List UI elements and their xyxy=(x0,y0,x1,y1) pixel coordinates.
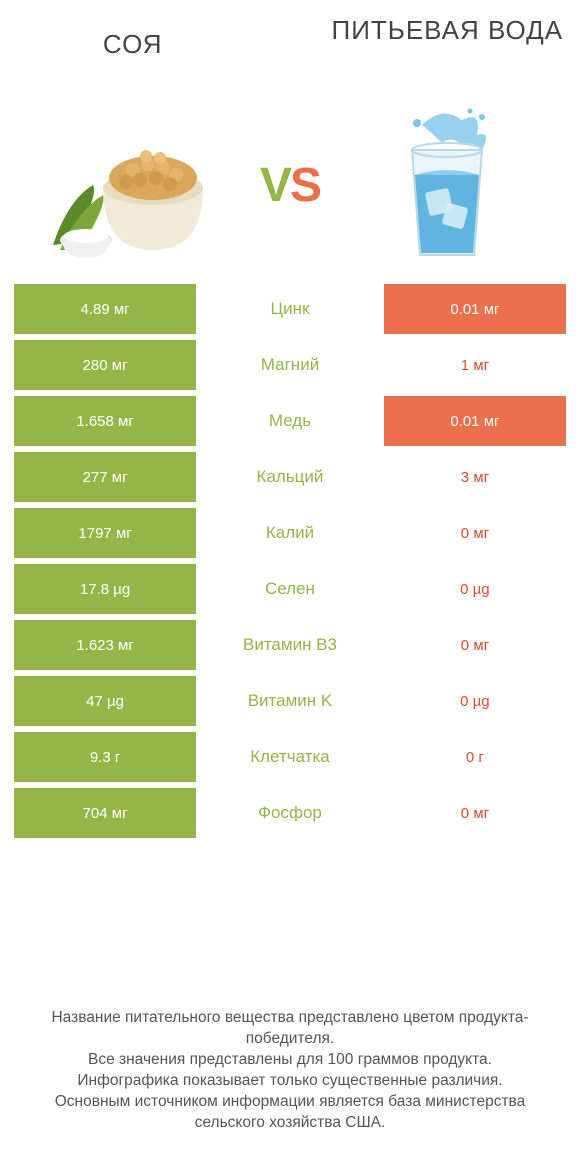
water-image xyxy=(329,100,566,270)
vs-label: VS xyxy=(251,158,328,213)
nutrient-row: 17.8 µgСелен0 µg xyxy=(14,564,566,614)
nutrient-table: 4.89 мгЦинк0.01 мг280 мгМагний1 мг1.658 … xyxy=(14,284,566,844)
right-value: 1 мг xyxy=(384,340,566,390)
left-value: 4.89 мг xyxy=(14,284,196,334)
left-value: 1.658 мг xyxy=(14,396,196,446)
nutrient-row: 1.623 мгВитамин B30 мг xyxy=(14,620,566,670)
soy-icon xyxy=(48,110,218,260)
nutrient-row: 277 мгКальций3 мг xyxy=(14,452,566,502)
nutrient-row: 280 мгМагний1 мг xyxy=(14,340,566,390)
left-value: 47 µg xyxy=(14,676,196,726)
vs-s: S xyxy=(290,159,320,212)
header-row: СОЯ ПИТЬЕВАЯ ВОДА xyxy=(14,10,566,100)
right-value: 0 г xyxy=(384,732,566,782)
title-left: СОЯ xyxy=(14,10,251,59)
nutrient-name: Селен xyxy=(196,564,384,614)
nutrient-name: Кальций xyxy=(196,452,384,502)
title-right: ПИТЬЕВАЯ ВОДА xyxy=(329,10,566,45)
left-value: 1797 мг xyxy=(14,508,196,558)
right-value: 0 мг xyxy=(384,620,566,670)
nutrient-row: 47 µgВитамин K0 µg xyxy=(14,676,566,726)
nutrient-name: Витамин B3 xyxy=(196,620,384,670)
infographic-wrap: СОЯ ПИТЬЕВАЯ ВОДА xyxy=(0,0,580,1174)
nutrient-name: Магний xyxy=(196,340,384,390)
right-value: 3 мг xyxy=(384,452,566,502)
right-value: 0 мг xyxy=(384,788,566,838)
nutrient-name: Витамин K xyxy=(196,676,384,726)
left-value: 17.8 µg xyxy=(14,564,196,614)
right-value: 0 µg xyxy=(384,676,566,726)
water-glass-icon xyxy=(382,105,512,265)
left-value: 277 мг xyxy=(14,452,196,502)
nutrient-name: Цинк xyxy=(196,284,384,334)
right-value: 0.01 мг xyxy=(384,396,566,446)
image-row: VS xyxy=(14,100,566,270)
nutrient-name: Клетчатка xyxy=(196,732,384,782)
footer-line-2: Все значения представлены для 100 граммо… xyxy=(24,1050,556,1071)
left-value: 9.3 г xyxy=(14,732,196,782)
right-value: 0 мг xyxy=(384,508,566,558)
right-value: 0 µg xyxy=(384,564,566,614)
nutrient-row: 4.89 мгЦинк0.01 мг xyxy=(14,284,566,334)
left-value: 704 мг xyxy=(14,788,196,838)
left-value: 1.623 мг xyxy=(14,620,196,670)
footer-line-3: Инфографика показывает только существенн… xyxy=(24,1071,556,1092)
nutrient-row: 1.658 мгМедь0.01 мг xyxy=(14,396,566,446)
soy-image xyxy=(14,100,251,270)
nutrient-row: 1797 мгКалий0 мг xyxy=(14,508,566,558)
nutrient-name: Медь xyxy=(196,396,384,446)
nutrient-name: Калий xyxy=(196,508,384,558)
left-value: 280 мг xyxy=(14,340,196,390)
nutrient-name: Фосфор xyxy=(196,788,384,838)
footer-line-1: Название питательного вещества представл… xyxy=(24,1008,556,1050)
vs-v: V xyxy=(260,159,290,212)
footer-line-4: Основным источником информации является … xyxy=(24,1092,556,1134)
right-value: 0.01 мг xyxy=(384,284,566,334)
nutrient-row: 9.3 гКлетчатка0 г xyxy=(14,732,566,782)
footer-notes: Название питательного вещества представл… xyxy=(14,1008,566,1164)
nutrient-row: 704 мгФосфор0 мг xyxy=(14,788,566,838)
